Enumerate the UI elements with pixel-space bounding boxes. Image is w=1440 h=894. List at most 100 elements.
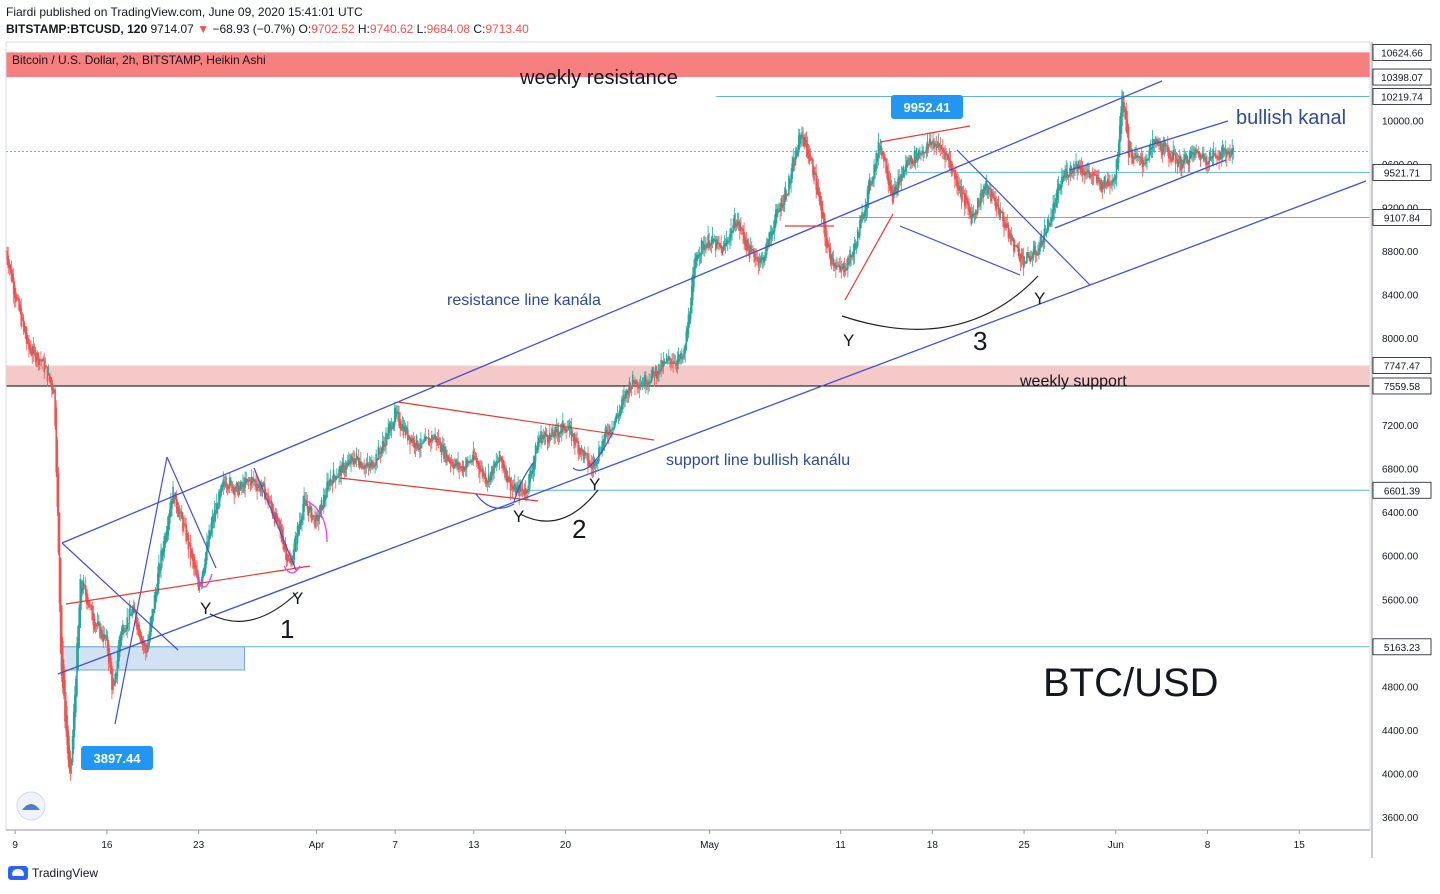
candle-body [34,350,37,363]
candle-body [69,756,72,773]
candle-body [546,435,549,443]
candle-body [435,436,438,443]
candle-body [552,432,554,437]
candle-body [800,137,802,139]
candle-body [598,447,600,462]
candle-body [1083,172,1086,176]
candle-body [104,635,107,639]
candle-body [553,434,555,439]
candle-body [835,264,837,269]
candle-body [358,461,361,469]
candle-body [646,383,648,387]
candle-body [353,460,356,465]
candle-body [93,619,96,630]
candle-body [560,423,563,433]
candle-body [415,435,418,446]
candle-body [728,241,730,243]
candle-body [64,679,66,722]
y-tick-label: 8800.00 [1382,247,1419,258]
candle-body [1079,166,1082,173]
candle-body [742,228,744,236]
price-label-text: 10398.07 [1381,73,1423,84]
candle-body [506,470,508,483]
candle-body [461,466,464,473]
candle-body [956,175,958,188]
candle-body [880,147,883,156]
candle-body [41,360,43,362]
price-label-box [1372,43,1432,61]
candle-body [208,529,210,547]
candle-body [973,214,976,216]
candle-body [1037,254,1039,256]
candle-body [183,523,185,525]
candle-body [269,500,272,502]
price-label-text: 7747.47 [1384,362,1421,373]
candle-body [522,489,525,494]
candle-body [509,478,512,491]
candle-body [547,438,550,444]
candle-body [451,462,454,467]
candle-body [1029,256,1032,262]
candle-body [117,645,120,669]
candle-body [823,212,825,225]
footer[interactable]: TradingView [8,866,98,880]
candle-body [119,633,122,647]
x-tick-label: 9 [12,840,18,851]
candle-body [173,495,175,504]
candle-body [523,491,526,496]
candle-body [1163,142,1166,148]
candle-body [13,285,16,299]
candle-body [21,317,24,319]
candle-body [162,548,165,556]
candle-body [310,507,313,522]
x-tick-label: 25 [1019,840,1031,851]
candle-body [226,485,229,490]
candle-body [793,164,796,166]
candle-body [170,500,172,517]
candle-body [1019,254,1022,263]
candle-body [1103,176,1106,188]
candle-body [71,736,74,763]
candle-body [282,535,285,550]
candle-body [729,233,731,242]
candle-body [318,514,321,519]
price-callout-text-0: 9952.41 [904,100,951,115]
candle-body [289,558,291,563]
candle-body [1025,262,1027,264]
candle-body [1042,240,1045,244]
candle-body [111,665,113,690]
candle-body [1222,148,1225,152]
candle-body [824,218,826,238]
candle-body [851,255,854,258]
candle-body [291,561,293,566]
candle-body [534,444,537,462]
candle-body [293,543,296,560]
candle-body [512,487,515,491]
candle-body [806,143,809,157]
red-trend-2 [397,401,655,441]
candle-body [120,627,123,641]
candle-body [378,451,381,454]
candle-body [1181,164,1183,169]
candle-body [124,631,126,633]
candle-body [458,463,460,470]
candle-body [843,265,846,273]
candle-body [616,414,619,418]
price-label-text: 9107.84 [1384,213,1421,224]
candle-body [1135,154,1137,156]
candle-body [223,481,226,484]
candle-body [980,190,982,204]
candle-body [612,427,614,430]
candle-body [83,585,86,587]
candle-body [694,257,696,278]
candle-body [205,552,207,569]
candle-body [957,181,959,190]
candle-body [1059,184,1062,190]
candle-body [1196,150,1199,153]
candle-body [54,389,56,426]
price-chart[interactable]: 9952.41 3897.44 Bitcoin / U.S. Dollar, 2h,… [0,0,1440,866]
candle-body [398,412,400,426]
candle-body [390,425,393,431]
candle-body [840,267,843,272]
candle-body [641,382,644,386]
